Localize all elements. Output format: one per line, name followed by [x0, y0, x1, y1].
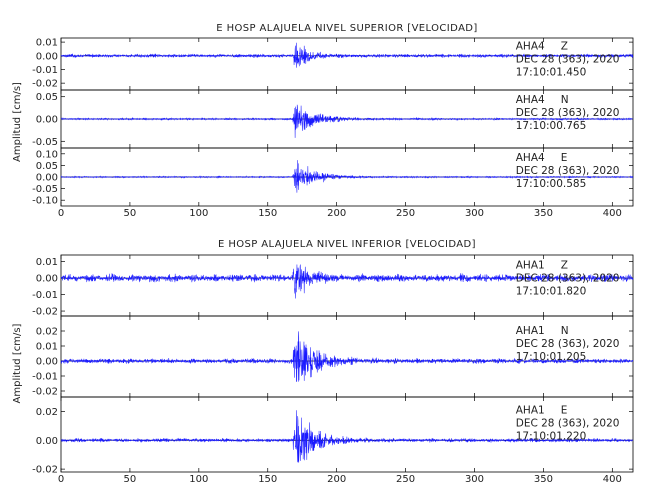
date-label: DEC 28 (363), 2020 — [516, 53, 620, 65]
x-tick-label: 350 — [534, 474, 553, 485]
chart-1: E HOSP ALAJUELA NIVEL SUPERIOR [VELOCIDA… — [12, 23, 634, 219]
x-tick-label: 50 — [124, 474, 137, 485]
y-tick-label: -0.05 — [32, 137, 58, 148]
y-tick-label: 0.00 — [36, 436, 58, 447]
x-tick-label: 100 — [189, 208, 208, 219]
y-tick-label: 0.02 — [36, 327, 58, 338]
y-tick-label: -0.01 — [32, 372, 58, 383]
x-tick-label: 250 — [396, 474, 415, 485]
y-tick-label: -0.02 — [32, 465, 58, 476]
x-tick-label: 200 — [327, 474, 346, 485]
station-code: AHA1 — [516, 405, 545, 417]
chart-title: E HOSP ALAJUELA NIVEL SUPERIOR [VELOCIDA… — [216, 23, 477, 34]
y-axis-label: Amplitud [cm/s] — [12, 82, 23, 162]
y-tick-label: 0.00 — [36, 51, 58, 62]
y-tick-label: -0.02 — [32, 387, 58, 398]
station-code: AHA4 — [516, 94, 545, 106]
station-channel-label: AHA1 Z — [516, 259, 568, 271]
y-axis-label: Amplitud [cm/s] — [12, 323, 23, 403]
y-tick-label: -0.05 — [32, 184, 58, 195]
x-tick-label: 300 — [465, 474, 484, 485]
waveform-trace — [60, 104, 634, 138]
panel-frame — [60, 396, 634, 473]
component-code: Z — [561, 40, 568, 52]
y-tick-label: -0.02 — [32, 79, 58, 90]
start-time-label: 17:10:00.585 — [516, 178, 587, 190]
component-code: N — [561, 325, 569, 337]
y-tick-label: -0.02 — [32, 307, 58, 318]
start-time-label: 17:10:01.205 — [516, 351, 587, 363]
station-code: AHA1 — [516, 325, 545, 337]
y-tick-label: -0.10 — [32, 196, 58, 207]
station-code: AHA4 — [516, 40, 545, 52]
station-channel-label: AHA4 Z — [516, 40, 568, 52]
start-time-label: 17:10:01.220 — [516, 431, 587, 443]
station-channel-label: AHA1 N — [516, 325, 569, 337]
y-tick-label: 0.00 — [36, 115, 58, 126]
x-tick-label: 300 — [465, 208, 484, 219]
y-tick-label: 0.00 — [36, 274, 58, 285]
date-label: DEC 28 (363), 2020 — [516, 418, 620, 430]
component-code: E — [561, 405, 568, 417]
x-tick-label: 100 — [189, 474, 208, 485]
y-tick-label: 0.00 — [36, 173, 58, 184]
waveform-trace — [60, 160, 634, 193]
y-tick-label: 0.01 — [36, 342, 58, 353]
station-channel-label: AHA1 E — [516, 405, 568, 417]
waveform-trace — [60, 331, 634, 382]
start-time-label: 17:10:01.450 — [516, 66, 587, 78]
date-label: DEC 28 (363), 2020 — [516, 338, 620, 350]
component-code: E — [561, 152, 568, 164]
station-channel-label: AHA4 E — [516, 152, 568, 164]
y-tick-label: 0.00 — [36, 357, 58, 368]
chart-title: E HOSP ALAJUELA NIVEL INFERIOR [VELOCIDA… — [218, 239, 476, 250]
x-tick-label: 0 — [58, 474, 64, 485]
y-tick-label: -0.01 — [32, 65, 58, 76]
component-code: Z — [561, 259, 568, 271]
start-time-label: 17:10:00.765 — [516, 120, 587, 132]
waveform-trace — [60, 264, 634, 299]
waveform-trace — [60, 410, 634, 463]
y-tick-label: 0.10 — [36, 149, 58, 160]
x-tick-label: 50 — [124, 208, 137, 219]
x-tick-label: 400 — [603, 474, 622, 485]
x-tick-label: 150 — [258, 208, 277, 219]
y-tick-label: 0.05 — [36, 161, 58, 172]
y-tick-label: 0.01 — [36, 38, 58, 49]
component-code: N — [561, 94, 569, 106]
x-tick-label: 400 — [603, 208, 622, 219]
x-tick-label: 200 — [327, 208, 346, 219]
station-channel-label: AHA4 N — [516, 94, 569, 106]
y-tick-label: 0.02 — [36, 407, 58, 418]
station-code: AHA1 — [516, 259, 545, 271]
y-tick-label: -0.01 — [32, 290, 58, 301]
date-label: DEC 28 (363), 2020 — [516, 107, 620, 119]
x-tick-label: 250 — [396, 208, 415, 219]
x-tick-label: 0 — [58, 208, 64, 219]
date-label: DEC 28 (363), 2020 — [516, 272, 620, 284]
x-tick-label: 350 — [534, 208, 553, 219]
x-tick-label: 150 — [258, 474, 277, 485]
start-time-label: 17:10:01.820 — [516, 285, 587, 297]
waveform-trace — [60, 42, 634, 68]
y-tick-label: 0.01 — [36, 257, 58, 268]
date-label: DEC 28 (363), 2020 — [516, 165, 620, 177]
chart-2: E HOSP ALAJUELA NIVEL INFERIOR [VELOCIDA… — [12, 239, 634, 485]
y-tick-label: 0.05 — [36, 92, 58, 103]
station-code: AHA4 — [516, 152, 545, 164]
